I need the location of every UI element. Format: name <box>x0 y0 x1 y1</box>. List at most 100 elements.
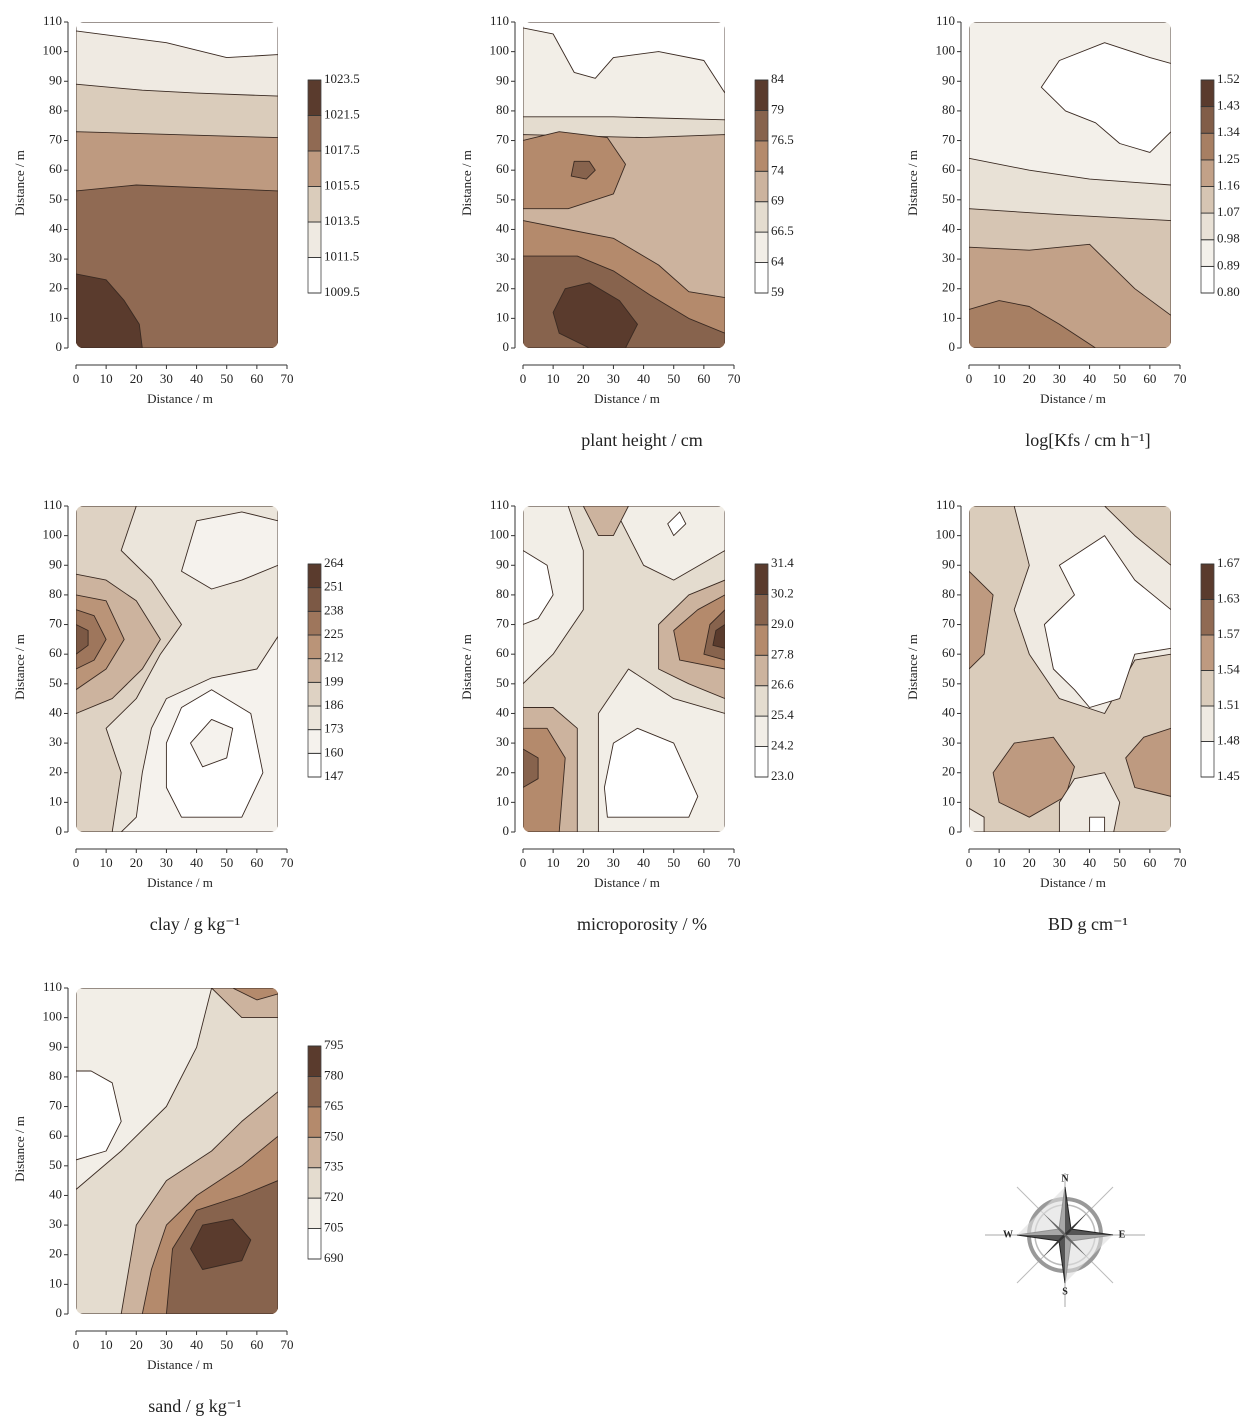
colorbar-label: 1.25 <box>1217 151 1240 166</box>
x-tick-label: 50 <box>1113 855 1126 870</box>
colorbar-swatch <box>308 730 321 754</box>
y-tick-label: 50 <box>942 675 955 690</box>
y-tick-label: 90 <box>49 556 62 571</box>
colorbar-label: 1.63 <box>1217 590 1240 605</box>
x-tick-label: 0 <box>520 371 527 386</box>
colorbar-swatch <box>308 753 321 777</box>
x-tick-label: 70 <box>281 371 294 386</box>
colorbar-label: 1.07 <box>1217 204 1240 219</box>
plot-area <box>969 506 1171 832</box>
x-tick-label: 40 <box>637 371 650 386</box>
x-tick-label: 30 <box>160 855 173 870</box>
panel-title: clay / g kg⁻¹ <box>150 914 240 934</box>
y-tick-label: 10 <box>942 309 955 324</box>
y-tick-label: 110 <box>936 497 955 512</box>
y-tick-label: 50 <box>942 191 955 206</box>
y-tick-label: 80 <box>942 102 955 117</box>
colorbar-swatch <box>1201 213 1214 240</box>
colorbar-label: 69 <box>771 193 784 208</box>
y-tick-label: 10 <box>496 309 509 324</box>
y-tick-label: 40 <box>49 704 62 719</box>
colorbar-label: 1.67 <box>1217 555 1240 570</box>
x-tick-label: 40 <box>637 855 650 870</box>
x-axis-label: Distance / m <box>594 875 660 890</box>
x-tick-label: 70 <box>1174 371 1187 386</box>
y-tick-label: 110 <box>490 13 509 28</box>
x-tick-label: 10 <box>547 371 560 386</box>
panel-title: plant height / cm <box>581 430 702 450</box>
colorbar-swatch <box>1201 107 1214 134</box>
colorbar-swatch <box>755 655 768 685</box>
x-tick-label: 60 <box>250 371 263 386</box>
colorbar-label: 795 <box>324 1037 344 1052</box>
x-tick-label: 40 <box>1083 855 1096 870</box>
colorbar-label: 24.2 <box>771 738 794 753</box>
x-tick-label: 10 <box>547 855 560 870</box>
y-tick-label: 80 <box>496 102 509 117</box>
colorbar-label: 1.34 <box>1217 124 1240 139</box>
colorbar-label: 186 <box>324 697 344 712</box>
plot-area <box>76 988 278 1314</box>
y-tick-label: 40 <box>49 220 62 235</box>
y-tick-label: 10 <box>49 793 62 808</box>
compass-label: N <box>1061 1173 1069 1184</box>
y-tick-label: 70 <box>49 1098 62 1113</box>
x-tick-label: 0 <box>73 371 80 386</box>
y-tick-label: 10 <box>49 1275 62 1290</box>
x-tick-label: 20 <box>130 371 143 386</box>
x-axis-label: Distance / m <box>1040 875 1106 890</box>
y-tick-label: 20 <box>496 280 509 295</box>
y-tick-label: 90 <box>496 72 509 87</box>
y-axis-label: Distance / m <box>905 150 920 216</box>
x-tick-label: 20 <box>130 855 143 870</box>
colorbar-swatch <box>308 1076 321 1106</box>
colorbar-label: 199 <box>324 673 344 688</box>
y-axis-label: Distance / m <box>12 634 27 700</box>
x-tick-label: 60 <box>250 855 263 870</box>
colorbar-label: 1.57 <box>1217 626 1240 641</box>
y-tick-label: 40 <box>49 1186 62 1201</box>
y-tick-label: 20 <box>49 764 62 779</box>
colorbar-label: 750 <box>324 1128 344 1143</box>
y-tick-label: 40 <box>496 704 509 719</box>
colorbar-swatch <box>755 263 768 293</box>
contour-panel: 0102030405060708090100110010203040506070… <box>12 497 344 934</box>
compass-rose: N E S W <box>985 1173 1145 1307</box>
colorbar-label: 27.8 <box>771 646 794 661</box>
colorbar-swatch <box>1201 706 1214 742</box>
panel-title: microporosity / % <box>577 914 707 934</box>
y-tick-label: 30 <box>942 250 955 265</box>
y-tick-label: 30 <box>49 250 62 265</box>
y-tick-label: 50 <box>49 675 62 690</box>
colorbar-swatch <box>1201 160 1214 187</box>
y-tick-label: 50 <box>49 1157 62 1172</box>
colorbar-swatch <box>308 258 321 294</box>
colorbar-label: 1015.5 <box>324 177 360 192</box>
colorbar-swatch <box>308 1229 321 1259</box>
x-axis-label: Distance / m <box>147 875 213 890</box>
colorbar-label: 1.48 <box>1217 732 1240 747</box>
x-tick-label: 50 <box>220 371 233 386</box>
colorbar-label: 1017.5 <box>324 142 360 157</box>
y-tick-label: 40 <box>942 220 955 235</box>
y-tick-label: 30 <box>496 250 509 265</box>
colorbar-swatch <box>755 202 768 232</box>
x-tick-label: 60 <box>1143 371 1156 386</box>
colorbar-label: 84 <box>771 71 785 86</box>
colorbar-label: 23.0 <box>771 768 794 783</box>
x-tick-label: 30 <box>1053 371 1066 386</box>
y-tick-label: 80 <box>49 586 62 601</box>
colorbar-label: 1.51 <box>1217 697 1240 712</box>
y-tick-label: 10 <box>942 793 955 808</box>
colorbar-label: 160 <box>324 744 344 759</box>
contour-region <box>1090 817 1105 832</box>
y-tick-label: 50 <box>496 191 509 206</box>
y-tick-label: 0 <box>56 823 63 838</box>
y-tick-label: 110 <box>936 13 955 28</box>
y-axis-label: Distance / m <box>459 150 474 216</box>
colorbar-label: 264 <box>324 555 344 570</box>
colorbar-swatch <box>308 222 321 258</box>
y-axis-label: Distance / m <box>12 1116 27 1182</box>
colorbar-label: 1021.5 <box>324 106 360 121</box>
colorbar-label: 212 <box>324 650 344 665</box>
